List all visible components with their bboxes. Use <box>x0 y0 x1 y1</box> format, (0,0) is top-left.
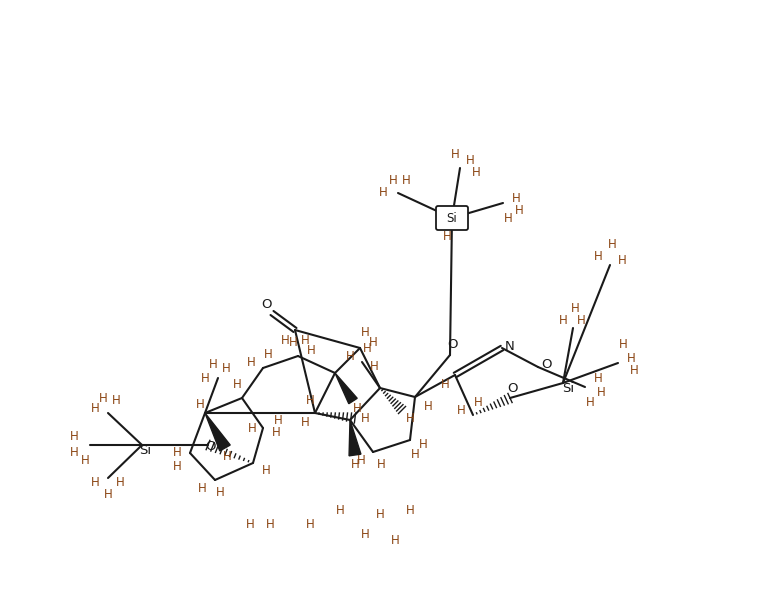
Text: H: H <box>424 401 432 413</box>
Text: Si: Si <box>447 212 457 224</box>
Text: H: H <box>350 457 360 471</box>
Text: H: H <box>221 362 231 374</box>
Text: H: H <box>402 173 411 187</box>
Text: H: H <box>361 411 369 425</box>
Text: H: H <box>406 411 414 425</box>
Text: H: H <box>91 401 99 414</box>
Text: Si: Si <box>562 382 574 395</box>
Text: H: H <box>443 230 451 243</box>
Text: H: H <box>558 313 568 327</box>
Text: H: H <box>597 386 605 398</box>
Text: O: O <box>540 358 551 371</box>
Text: H: H <box>391 533 400 547</box>
Text: H: H <box>246 356 256 370</box>
Text: H: H <box>619 338 627 352</box>
Text: H: H <box>571 301 579 315</box>
Text: H: H <box>112 395 120 407</box>
Text: H: H <box>389 173 397 187</box>
Text: O: O <box>262 297 272 310</box>
Text: H: H <box>440 379 450 392</box>
Text: H: H <box>626 352 636 365</box>
Text: H: H <box>586 395 594 408</box>
Text: H: H <box>346 350 354 364</box>
Text: O: O <box>206 440 217 453</box>
Text: H: H <box>474 396 482 410</box>
Text: H: H <box>357 453 365 466</box>
Text: H: H <box>70 431 78 444</box>
Text: H: H <box>216 487 224 499</box>
Text: H: H <box>173 459 181 472</box>
Text: N: N <box>505 340 515 352</box>
Text: H: H <box>300 416 310 429</box>
Text: H: H <box>370 361 378 374</box>
Text: H: H <box>335 504 344 517</box>
Text: H: H <box>361 529 369 542</box>
Text: H: H <box>608 239 616 252</box>
Text: H: H <box>630 365 638 377</box>
Text: H: H <box>465 154 475 166</box>
Text: H: H <box>618 254 626 267</box>
Text: O: O <box>448 338 458 352</box>
Text: H: H <box>472 166 480 179</box>
Text: H: H <box>504 212 512 225</box>
Text: H: H <box>300 334 310 346</box>
Text: H: H <box>281 334 289 346</box>
Text: H: H <box>368 337 378 349</box>
Text: H: H <box>594 373 602 386</box>
Text: H: H <box>248 422 256 435</box>
Text: H: H <box>306 393 314 407</box>
Text: H: H <box>266 518 274 532</box>
Text: H: H <box>377 457 386 471</box>
Text: H: H <box>91 477 99 490</box>
Text: H: H <box>375 508 385 521</box>
Text: H: H <box>363 341 371 355</box>
Text: H: H <box>274 413 282 426</box>
Text: Si: Si <box>139 444 151 456</box>
Text: H: H <box>116 477 124 490</box>
Text: H: H <box>378 187 387 200</box>
FancyBboxPatch shape <box>436 206 468 230</box>
Text: H: H <box>418 438 428 451</box>
Text: O: O <box>508 382 518 395</box>
Text: H: H <box>271 426 281 440</box>
Text: H: H <box>201 371 210 385</box>
Text: H: H <box>594 251 602 264</box>
Text: H: H <box>209 358 217 371</box>
Text: H: H <box>576 313 586 327</box>
Text: H: H <box>450 148 459 161</box>
Text: H: H <box>70 447 78 459</box>
Text: H: H <box>198 481 206 495</box>
Text: H: H <box>246 518 254 532</box>
Polygon shape <box>349 420 361 456</box>
Text: H: H <box>406 504 414 517</box>
Text: H: H <box>361 327 369 340</box>
Text: H: H <box>264 349 272 362</box>
Polygon shape <box>335 373 357 404</box>
Text: H: H <box>411 448 419 462</box>
Text: H: H <box>104 487 113 501</box>
Text: H: H <box>515 205 523 218</box>
Text: H: H <box>289 337 297 349</box>
Text: H: H <box>223 450 231 462</box>
Polygon shape <box>205 413 230 451</box>
Text: H: H <box>232 379 242 392</box>
Text: H: H <box>173 447 181 459</box>
Text: H: H <box>196 398 204 411</box>
Text: H: H <box>457 404 465 416</box>
Text: H: H <box>511 191 520 205</box>
Text: H: H <box>353 402 361 416</box>
Text: H: H <box>99 392 107 404</box>
Text: H: H <box>81 454 89 468</box>
Text: H: H <box>262 465 271 477</box>
Text: H: H <box>306 518 314 532</box>
Text: H: H <box>307 344 315 358</box>
